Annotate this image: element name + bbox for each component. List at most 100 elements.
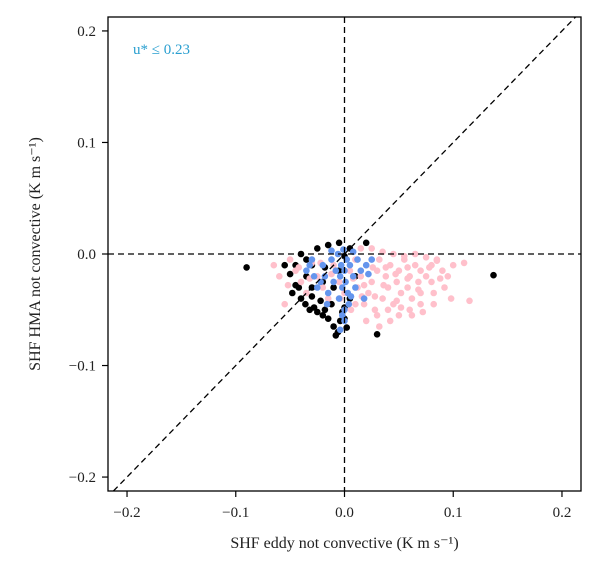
series-1-point-65 [447,295,455,302]
series-2-point-34 [328,247,335,254]
series-0-point-31 [314,245,321,252]
series-1-point-83 [382,264,390,271]
series-1-point-78 [295,264,303,271]
series-2-point-11 [336,273,344,280]
y-tick-label: 0.1 [77,135,96,151]
series-2-point-39 [347,293,355,300]
series-0-point-15 [321,306,329,314]
series-1-point-79 [284,281,292,289]
series-1-point-24 [376,256,383,263]
series-1-point-21 [368,278,376,286]
series-1-point-93 [419,308,427,316]
series-2-point-5 [324,289,332,297]
series-0-point-10 [308,293,316,300]
series-0-point-16 [324,315,332,323]
series-1-point-44 [439,267,446,275]
series-1-point-55 [352,300,359,308]
series-2-point-2 [314,284,321,291]
reference-lines [108,17,581,491]
series-2-point-3 [319,261,327,269]
series-1-point-38 [415,278,422,286]
series-1-point-2 [281,300,289,308]
x-tick-label: −0.1 [222,505,249,521]
series-1-point-87 [426,264,433,271]
series-1-point-68 [404,264,411,271]
x-tick-label: −0.2 [113,505,140,521]
y-tick-label: 0.2 [77,24,96,40]
y-tick-label: 0.0 [77,247,96,263]
series-2-point-37 [306,261,314,269]
series-2-point-0 [303,267,310,275]
series-2-point-35 [317,278,324,286]
series-1-point-40 [422,273,430,280]
y-tick-label: −0.2 [69,470,96,486]
series-1-point-50 [406,306,414,314]
series-1-point-89 [386,317,394,325]
series-1-point-10 [324,295,332,302]
series-2-point-27 [354,256,361,263]
series-0-point-33 [335,239,343,247]
series-1-point-1 [276,273,283,280]
series-1-point-39 [417,267,424,275]
series-0-point-2 [286,270,294,278]
series-1-point-63 [433,257,441,265]
series-0-point-4 [289,289,296,297]
series-1-point-90 [376,323,383,330]
series-1-point-94 [430,300,438,308]
series-1-point-88 [436,275,444,282]
series-0-point-7 [302,300,309,308]
series-2-point-30 [362,261,370,269]
series-2-point-25 [349,273,357,280]
series-1-point-53 [373,312,381,319]
series-1-point-51 [395,312,403,319]
series-2-point-23 [336,326,344,334]
series-2-point-16 [342,278,349,286]
series-2-point-7 [330,278,337,286]
series-1-point-82 [371,293,379,300]
x-tick-label: 0.1 [444,505,463,521]
series-2-point-19 [345,300,353,308]
series-1-point-18 [360,300,368,308]
series-0-point-36 [373,331,381,338]
series-2-point-29 [360,295,368,302]
series-1-point-92 [408,312,416,319]
ustar-annotation: u* ≤ 0.23 [133,42,190,58]
series-2-point-4 [321,273,329,280]
series-1-point-32 [397,289,405,297]
one-to-one-line [112,17,577,491]
series-2-point-38 [323,300,331,308]
series-2-point-24 [346,261,354,269]
series-1-point-0 [270,261,278,269]
series-2-point-28 [357,267,365,275]
series-2-point-14 [340,246,347,253]
series-0-point-18 [330,323,337,330]
series-1-point-30 [393,278,401,286]
series-1-point-17 [357,273,365,280]
series-1-point-47 [466,297,473,305]
x-tick-label: 0.0 [335,505,354,521]
data-points [243,239,497,339]
series-2-point-21 [339,312,346,319]
series-1-point-9 [319,284,327,291]
series-2-point-12 [337,261,345,269]
series-1-point-34 [404,284,411,291]
series-1-point-42 [430,289,438,297]
series-0-point-14 [319,312,327,319]
series-1-point-54 [362,317,370,325]
series-1-point-3 [286,256,294,263]
series-0-point-6 [295,284,303,291]
series-1-point-91 [397,304,405,311]
y-axis-title: SHF HMA not convective (K m s⁻¹) [27,137,44,371]
series-1-point-71 [369,264,377,271]
series-0-point-13 [317,297,324,305]
series-0-point-0 [243,264,250,271]
series-1-point-46 [449,261,457,269]
series-1-point-37 [411,261,419,269]
series-0-point-30 [303,256,310,263]
series-2-point-31 [365,270,372,278]
series-2-point-10 [335,295,343,302]
series-1-point-48 [460,259,468,267]
series-1-point-14 [346,267,354,275]
series-0-point-12 [314,308,321,316]
